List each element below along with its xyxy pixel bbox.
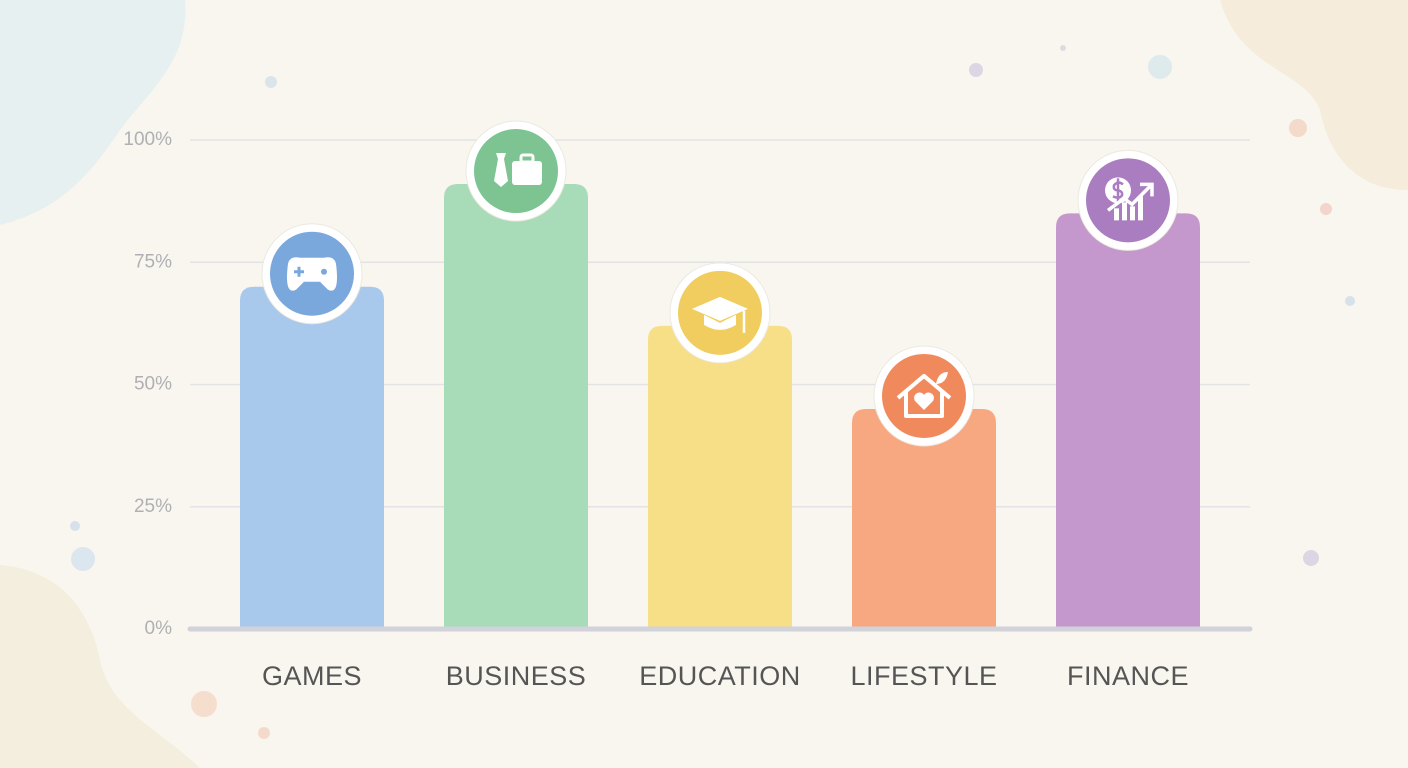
category-icon: [1077, 149, 1179, 251]
bar: [852, 408, 996, 629]
category-icon: [261, 223, 363, 325]
y-tick-label: 50%: [134, 374, 172, 395]
blob: [0, 0, 186, 225]
icon-glyph: [294, 266, 304, 277]
icon-glyph: [519, 153, 535, 164]
x-tick-label: FINANCE: [1067, 661, 1189, 691]
icon-glyph: [1112, 178, 1124, 203]
icon-glyph: [692, 296, 748, 321]
bar: [240, 286, 384, 629]
icon-glyph: [1130, 206, 1135, 221]
icon-glyph: [287, 257, 337, 291]
icon-glyph: [512, 161, 542, 186]
bar: [648, 325, 792, 629]
x-tick-label: BUSINESS: [446, 661, 587, 691]
x-tick-label: LIFESTYLE: [850, 661, 997, 691]
y-tick-label: 75%: [134, 251, 172, 272]
y-tick-label: 25%: [134, 496, 172, 517]
blob: [0, 565, 200, 768]
x-tick-label: GAMES: [262, 661, 362, 691]
icon-glyph: [321, 268, 327, 275]
icon-glyph: [704, 314, 736, 330]
icon-glyph: [1122, 202, 1127, 221]
icon-glyph: [494, 153, 508, 188]
icon-glyph: [914, 392, 934, 410]
category-icon: [873, 345, 975, 447]
y-tick-label: 100%: [123, 129, 172, 150]
icon-glyph: [936, 371, 948, 384]
icon-glyph: [1138, 196, 1143, 221]
blob: [1220, 0, 1408, 190]
bar: [1056, 213, 1200, 629]
category-icon: [465, 120, 567, 222]
dots: [70, 45, 1355, 739]
y-tick-label: 0%: [145, 618, 173, 639]
bar: [444, 184, 588, 629]
icon-glyph: [1106, 182, 1154, 212]
icon-glyph: [1114, 208, 1119, 221]
category-icon: [669, 262, 771, 364]
icon-glyph: [896, 373, 952, 418]
x-tick-label: EDUCATION: [639, 661, 801, 691]
